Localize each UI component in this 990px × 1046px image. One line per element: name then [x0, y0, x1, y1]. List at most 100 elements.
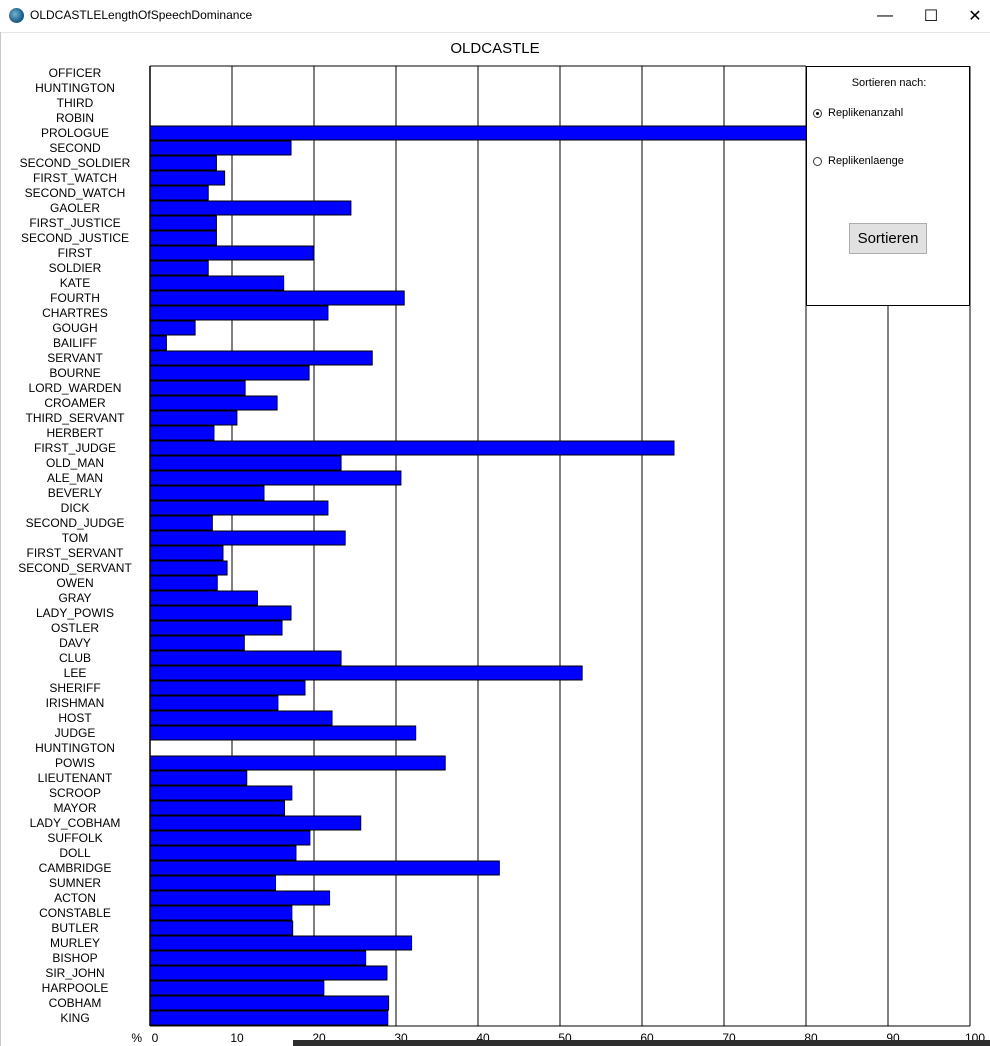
category-label: HUNTINGTON	[35, 741, 115, 755]
bar	[149, 935, 413, 951]
bar	[149, 500, 329, 516]
chart-title: OLDCASTLE	[450, 40, 540, 57]
bar	[149, 830, 311, 846]
sort-option-replikenlaenge[interactable]: Replikenlaenge	[813, 155, 904, 167]
bar	[149, 605, 292, 621]
category-label: PROLOGUE	[41, 126, 109, 140]
category-label: FOURTH	[50, 291, 100, 305]
category-label: COBHAM	[49, 996, 102, 1010]
category-label: BISHOP	[52, 951, 97, 965]
bar	[149, 410, 238, 426]
category-label: SECOND_SOLDIER	[20, 156, 131, 170]
category-label: GOUGH	[52, 321, 97, 335]
category-label: SERVANT	[47, 351, 103, 365]
bar	[149, 875, 276, 891]
category-label: OLD_MAN	[46, 456, 104, 470]
category-label: BAILIFF	[53, 336, 97, 350]
category-label: FIRST_SERVANT	[27, 546, 125, 560]
sort-button[interactable]: Sortieren	[849, 223, 927, 254]
bar	[149, 185, 209, 201]
category-label: DOLL	[59, 846, 91, 860]
category-label: GAOLER	[50, 201, 100, 215]
category-label: HARPOOLE	[42, 981, 109, 995]
bar	[149, 170, 226, 186]
category-label: HERBERT	[46, 426, 104, 440]
bar	[149, 305, 329, 321]
bar	[149, 755, 446, 771]
window-titlebar: OLDCASTLELengthOfSpeechDominance — ☐ ✕	[0, 0, 990, 33]
x-tick-label: 0	[152, 1031, 159, 1045]
bar	[149, 320, 196, 336]
bar	[149, 710, 333, 726]
category-label: LORD_WARDEN	[29, 381, 122, 395]
category-label: FIRST_JUDGE	[34, 441, 116, 455]
category-label: SUMNER	[49, 876, 101, 890]
maximize-button[interactable]: ☐	[923, 8, 939, 25]
sort-control-panel: Sortieren nach: Replikenanzahl Replikenl…	[806, 66, 970, 306]
category-label: OWEN	[56, 576, 93, 590]
bar	[149, 365, 310, 381]
bar	[149, 470, 402, 486]
bar	[149, 545, 224, 561]
bar	[149, 845, 297, 861]
bar	[149, 650, 342, 666]
category-label: CROAMER	[44, 396, 106, 410]
bar	[149, 200, 352, 216]
category-label: SECOND_JUSTICE	[21, 231, 129, 245]
category-label: ROBIN	[56, 111, 94, 125]
sort-heading: Sortieren nach:	[851, 77, 927, 89]
radio-unselected-icon[interactable]	[813, 156, 822, 166]
bar	[149, 455, 342, 471]
bottom-scrollbar[interactable]	[293, 1040, 990, 1046]
bar	[149, 140, 292, 156]
bar	[149, 155, 217, 171]
category-label: LADY_COBHAM	[30, 816, 121, 830]
category-label: GRAY	[58, 591, 91, 605]
bar	[149, 290, 405, 306]
category-label: MURLEY	[50, 936, 100, 950]
category-label: MAYOR	[53, 801, 96, 815]
category-label: JUDGE	[55, 726, 96, 740]
category-label: SECOND_JUDGE	[26, 516, 125, 530]
category-label: DAVY	[59, 636, 91, 650]
category-label: KATE	[60, 276, 90, 290]
category-label: SECOND_WATCH	[25, 186, 126, 200]
category-label: ALE_MAN	[47, 471, 103, 485]
bar	[149, 965, 388, 981]
bar	[149, 635, 245, 651]
minimize-button[interactable]: —	[877, 7, 893, 24]
sort-option-replikenanzahl[interactable]: Replikenanzahl	[813, 107, 903, 119]
bar	[149, 920, 294, 936]
bar	[149, 350, 373, 366]
category-label: BUTLER	[51, 921, 99, 935]
category-label: SECOND_SERVANT	[18, 561, 132, 575]
close-button[interactable]: ✕	[968, 8, 982, 25]
app-icon	[9, 8, 24, 23]
bar	[149, 665, 583, 681]
x-tick-label: 10	[230, 1031, 244, 1045]
category-label: DICK	[61, 501, 90, 515]
bar	[149, 560, 228, 576]
category-label: SHERIFF	[49, 681, 100, 695]
bar	[149, 995, 390, 1011]
bar	[149, 485, 265, 501]
bar	[149, 395, 278, 411]
bar	[149, 515, 213, 531]
bar	[149, 530, 346, 546]
sort-option-label: Replikenlaenge	[828, 155, 904, 167]
radio-selected-icon[interactable]	[813, 108, 822, 118]
category-label: OFFICER	[49, 66, 102, 80]
bar	[149, 695, 279, 711]
bar	[149, 770, 248, 786]
category-label: HOST	[58, 711, 92, 725]
category-label: CAMBRIDGE	[39, 861, 112, 875]
category-label: BEVERLY	[48, 486, 102, 500]
category-label: THIRD_SERVANT	[26, 411, 126, 425]
bar	[149, 590, 258, 606]
bar	[149, 950, 367, 966]
category-label: SUFFOLK	[47, 831, 102, 845]
category-label: LEE	[64, 666, 87, 680]
window-title: OLDCASTLELengthOfSpeechDominance	[30, 8, 253, 22]
bar	[149, 680, 306, 696]
category-label: IRISHMAN	[46, 696, 105, 710]
